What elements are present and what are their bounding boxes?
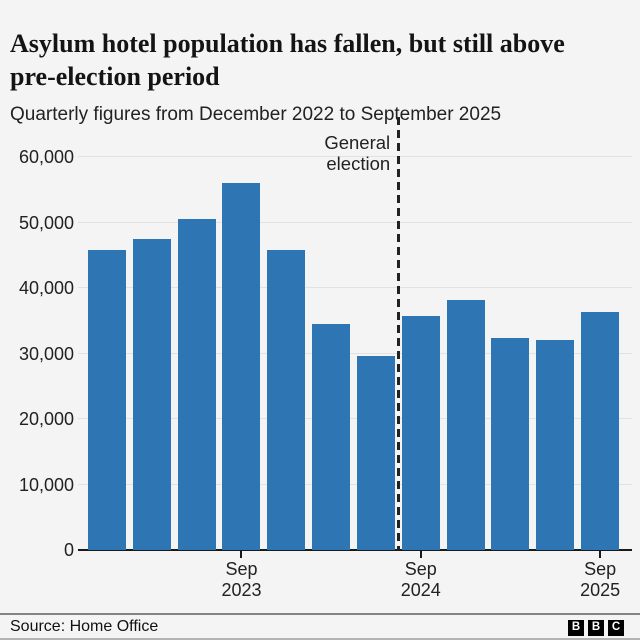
source-label: Source: Home Office bbox=[10, 618, 159, 635]
x-axis-tick bbox=[419, 550, 422, 558]
x-axis-label: Sep 2025 bbox=[580, 559, 621, 600]
bottom-edge bbox=[0, 637, 640, 640]
bbc-logo: B B C bbox=[568, 620, 624, 636]
bar-sep-2025 bbox=[581, 312, 620, 550]
y-axis: 60,000 50,000 40,000 30,000 20,000 10,000 0 bbox=[0, 112, 74, 560]
footer-divider bbox=[0, 613, 640, 615]
gridline-10,000 bbox=[78, 483, 632, 485]
y-axis-label: 10,000 bbox=[18, 474, 74, 495]
x-axis-label: Sep 2023 bbox=[221, 559, 262, 600]
y-axis-label: 60,000 bbox=[18, 147, 74, 167]
gridline-20,000 bbox=[78, 418, 632, 419]
bar-sep-2023 bbox=[222, 183, 261, 550]
gridline-50,000 bbox=[78, 221, 632, 223]
gridline-30,000 bbox=[78, 352, 632, 354]
chart-subtitle: Quarterly figures from December 2022 to … bbox=[10, 104, 502, 125]
y-axis-label: 40,000 bbox=[18, 278, 74, 298]
x-axis-tick bbox=[599, 550, 602, 558]
bar-mar-2025 bbox=[491, 338, 530, 550]
bbc-logo-letter: C bbox=[608, 620, 624, 636]
general-election-label: General election bbox=[324, 132, 391, 174]
x-axis-line bbox=[78, 549, 632, 551]
y-axis-label: 30,000 bbox=[18, 343, 74, 364]
bar-jun-2024 bbox=[356, 356, 395, 550]
gridline-60,000 bbox=[78, 156, 632, 157]
y-axis-label: 20,000 bbox=[18, 409, 74, 429]
chart-title: Asylum hotel population has fallen, but … bbox=[10, 29, 565, 92]
bar-sep-2024 bbox=[401, 316, 440, 550]
bar-dec-2022 bbox=[88, 250, 126, 550]
bbc-logo-letter: B bbox=[588, 620, 604, 636]
bbc-logo-letter: B bbox=[568, 620, 584, 636]
bar-jun-2025 bbox=[536, 339, 575, 550]
y-axis-label: 0 bbox=[63, 540, 74, 560]
x-axis-label: Sep 2024 bbox=[400, 559, 441, 600]
bar-jun-2023 bbox=[177, 219, 216, 550]
bar-mar-2024 bbox=[312, 324, 351, 550]
plot-area: General election Sep 2023 Sep 2024 Sep 2025 bbox=[78, 112, 632, 600]
bar-dec-2023 bbox=[267, 250, 306, 550]
general-election-line bbox=[397, 117, 400, 550]
bar-mar-2023 bbox=[132, 238, 171, 550]
gridline-40,000 bbox=[78, 287, 632, 288]
x-axis-tick bbox=[240, 550, 243, 558]
bar-dec-2024 bbox=[446, 300, 485, 550]
y-axis-label: 50,000 bbox=[18, 212, 74, 233]
